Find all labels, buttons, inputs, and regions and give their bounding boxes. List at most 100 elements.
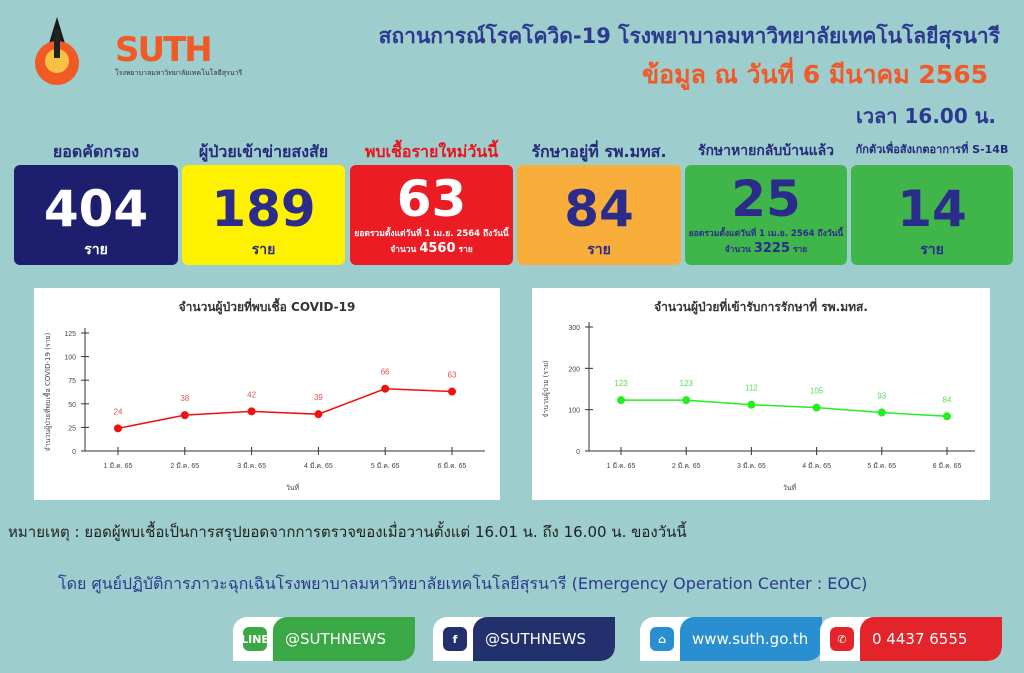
x-axis-label: วันที่ (286, 483, 300, 492)
series-line (621, 399, 948, 418)
y-axis-label: จำนวนผู้ป่วย (ราย) (542, 360, 550, 418)
data-point (747, 400, 756, 409)
series-line (117, 387, 453, 430)
social-phone-link[interactable]: ✆ 0 4437 6555 (820, 617, 1002, 661)
y-tick-label: 200 (568, 366, 580, 373)
y-tick-label: 300 (568, 325, 580, 332)
footnote: หมายเหตุ : ยอดผู้พบเชื้อเป็นการสรุปยอดจา… (8, 523, 687, 541)
chart-covid-cases: จำนวนผู้ป่วยที่พบเชื้อ COVID-19 0 25 50 75 10… (34, 288, 500, 500)
stat-card-recovered: 25 ยอดรวมตั้งแต่วันที่ 1 เม.ย. 2564 ถึงวั… (685, 165, 847, 265)
y-tick-label: 100 (64, 355, 76, 362)
x-tick-label: 3 มี.ค. 65 (737, 462, 766, 470)
data-label: 24 (114, 407, 123, 416)
x-tick-label: 5 มี.ค. 65 (867, 462, 896, 470)
data-label: 112 (745, 384, 758, 393)
chart-inpatients: จำนวนผู้ป่วยที่เข้ารับการรักษาที่ รพ.มทส… (532, 288, 990, 500)
data-label: 38 (180, 394, 189, 403)
stat-card-screened: 404 ราย (14, 165, 178, 265)
x-axis-label: วันที่ (783, 483, 797, 492)
stat-sub: ยอดรวมตั้งแต่วันที่ 1 เม.ย. 2564 ถึงวันน… (688, 229, 844, 239)
y-axis-label: จำนวนผู้ป่วยที่พบเชื้อ COVID-19 (ราย) (41, 332, 52, 451)
y-tick-label: 125 (64, 331, 76, 338)
social-facebook-link[interactable]: f @SUTHNEWS (433, 617, 615, 661)
y-tick-label: 0 (576, 449, 580, 456)
data-label: 42 (247, 390, 256, 399)
x-tick-label: 6 มี.ค. 65 (438, 462, 467, 470)
social-line-link[interactable]: LINE @SUTHNEWS (233, 617, 415, 661)
social-text: www.suth.go.th (680, 617, 822, 661)
stat-total: 4560 (419, 241, 456, 256)
social-website-link[interactable]: ⌂ www.suth.go.th (640, 617, 822, 661)
stat-total-prefix: จำนวน (390, 245, 417, 255)
line-icon: LINE (241, 627, 269, 651)
social-text: 0 4437 6555 (860, 617, 1002, 661)
data-label: 63 (448, 371, 457, 380)
data-label: 105 (810, 387, 824, 396)
x-tick-label: 2 มี.ค. 65 (672, 462, 701, 470)
report-date: ข้อมูล ณ วันที่ 6 มีนาคม 2565 (641, 60, 988, 89)
y-tick-label: 100 (568, 408, 580, 415)
x-tick-label: 2 มี.ค. 65 (170, 462, 199, 470)
data-point (812, 403, 821, 412)
data-point (381, 384, 390, 393)
stat-value: 25 (731, 170, 801, 228)
x-tick-label: 1 มี.ค. 65 (607, 462, 636, 470)
suth-logo: SUTH โรงพยาบาลมหาวิทยาลัยเทคโนโลยีสุรนาร… (115, 30, 243, 77)
x-tick-label: 4 มี.ค. 65 (304, 462, 333, 470)
stat-label-recovered: รักษาหายกลับบ้านแล้ว (697, 143, 835, 159)
stat-unit: ราย (587, 242, 611, 258)
x-tick-label: 3 มี.ค. 65 (237, 462, 266, 470)
data-point (877, 408, 886, 417)
stat-label-quarantine: กักตัวเพื่อสังเกตอาการที่ S-14B (855, 143, 1009, 156)
stat-total-unit: ราย (458, 245, 473, 255)
data-label: 39 (314, 393, 323, 402)
stat-label-new-cases: พบเชื้อรายใหม่วันนี้ (364, 142, 499, 161)
social-text: @SUTHNEWS (473, 617, 615, 661)
data-point (943, 412, 951, 421)
report-time: เวลา 16.00 น. (855, 104, 996, 128)
data-point (247, 407, 256, 416)
stat-value: 63 (396, 170, 467, 228)
home-icon: ⌂ (650, 627, 674, 651)
data-label: 93 (877, 392, 886, 401)
y-tick-label: 75 (68, 378, 76, 385)
stat-total-prefix: จำนวน (724, 245, 751, 255)
data-label: 123 (680, 379, 694, 388)
stat-value: 84 (564, 180, 634, 238)
stat-unit: ราย (920, 242, 944, 258)
stat-sub: ยอดรวมตั้งแต่วันที่ 1 เม.ย. 2564 ถึงวันน… (354, 229, 509, 239)
stat-card-in-treatment: 84 ราย (517, 165, 681, 265)
data-point (682, 396, 691, 405)
stat-card-new-cases: 63 ยอดรวมตั้งแต่วันที่ 1 เม.ย. 2564 ถึงวั… (350, 165, 513, 265)
stat-value: 404 (43, 180, 149, 238)
data-point (448, 387, 456, 396)
data-label: 84 (943, 395, 952, 404)
x-tick-label: 5 มี.ค. 65 (371, 462, 400, 470)
stat-label-suspected: ผู้ป่วยเข้าข่ายสงสัย (198, 142, 329, 161)
y-tick-label: 25 (68, 425, 76, 432)
facebook-icon: f (443, 627, 467, 651)
stat-label-in-treatment: รักษาอยู่ที่ รพ.มทส. (531, 142, 667, 161)
data-point (314, 410, 323, 419)
stat-unit: ราย (84, 242, 108, 258)
data-point (617, 396, 625, 405)
stat-label-screened: ยอดคัดกรอง (52, 142, 140, 161)
y-tick-label: 0 (72, 449, 76, 456)
data-label: 66 (381, 368, 390, 377)
page-title: สถานการณ์โรคโควิด-19 โรงพยาบาลมหาวิทยาลั… (378, 24, 1000, 48)
stat-value: 14 (897, 180, 967, 238)
data-label: 123 (614, 379, 628, 388)
x-tick-label: 1 มี.ค. 65 (104, 462, 133, 470)
data-point (180, 411, 189, 420)
stat-card-quarantine: 14 ราย (851, 165, 1013, 265)
data-point (114, 424, 122, 433)
credit-line: โดย ศูนย์ปฏิบัติการภาวะฉุกเฉินโรงพยาบาลม… (58, 574, 868, 593)
social-text: @SUTHNEWS (273, 617, 415, 661)
phone-icon: ✆ (830, 627, 854, 651)
stat-card-suspected: 189 ราย (182, 165, 345, 265)
stat-total-unit: ราย (792, 245, 808, 255)
stat-unit: ราย (251, 242, 276, 258)
university-logo (22, 15, 92, 90)
x-tick-label: 6 มี.ค. 65 (933, 462, 962, 470)
x-tick-label: 4 มี.ค. 65 (802, 462, 831, 470)
